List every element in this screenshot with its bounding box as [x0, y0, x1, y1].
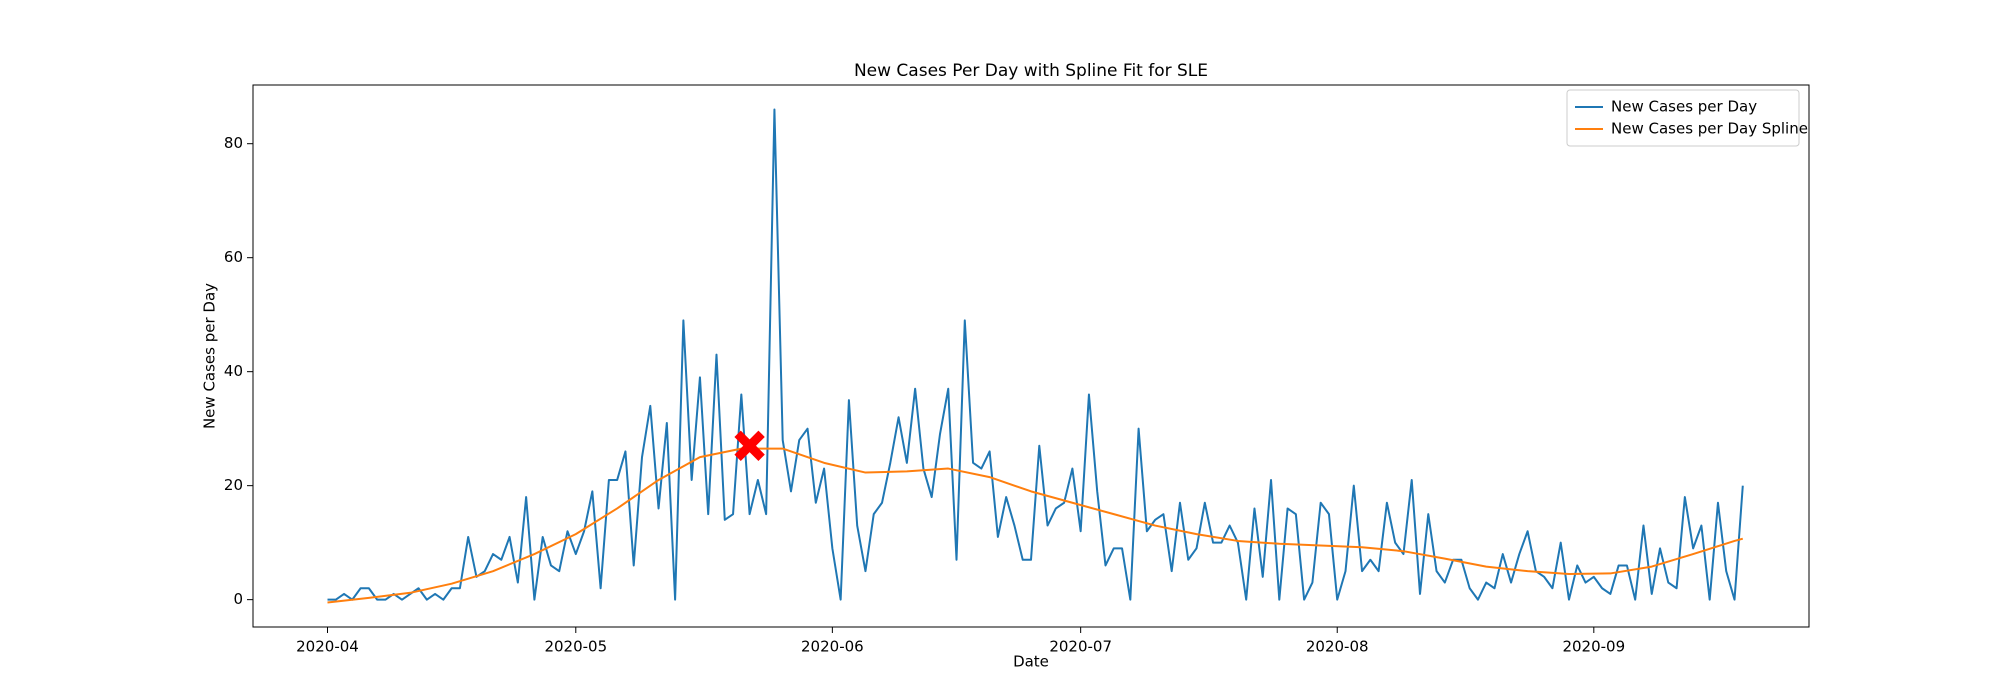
x-tick-label: 2020-06	[801, 638, 864, 656]
y-tick-label: 20	[224, 476, 243, 494]
plot-frame	[252, 84, 1810, 628]
legend-box	[1566, 89, 1800, 147]
legend-label: New Cases per Day Spline	[1611, 120, 1808, 138]
x-axis-label: Date	[1013, 653, 1049, 671]
y-tick-label: 40	[224, 362, 243, 380]
x-tick-label: 2020-04	[296, 638, 359, 656]
x-tick-label: 2020-08	[1306, 638, 1369, 656]
legend: New Cases per Day New Cases per Day Splin…	[1566, 89, 1808, 147]
series-line	[327, 447, 1744, 604]
x-tick-label: 2020-09	[1562, 638, 1625, 656]
y-tick-label: 60	[224, 248, 243, 266]
y-tick-label: 80	[224, 134, 243, 152]
y-tick-label: 0	[233, 590, 243, 608]
chart-title: New Cases Per Day with Spline Fit for SL…	[854, 61, 1208, 81]
y-axis-label: New Cases per Day	[201, 283, 219, 429]
highlight-marker	[734, 430, 765, 461]
x-tick-label: 2020-05	[544, 638, 607, 656]
x-tick-label: 2020-07	[1049, 638, 1112, 656]
legend-label: New Cases per Day	[1611, 98, 1757, 116]
